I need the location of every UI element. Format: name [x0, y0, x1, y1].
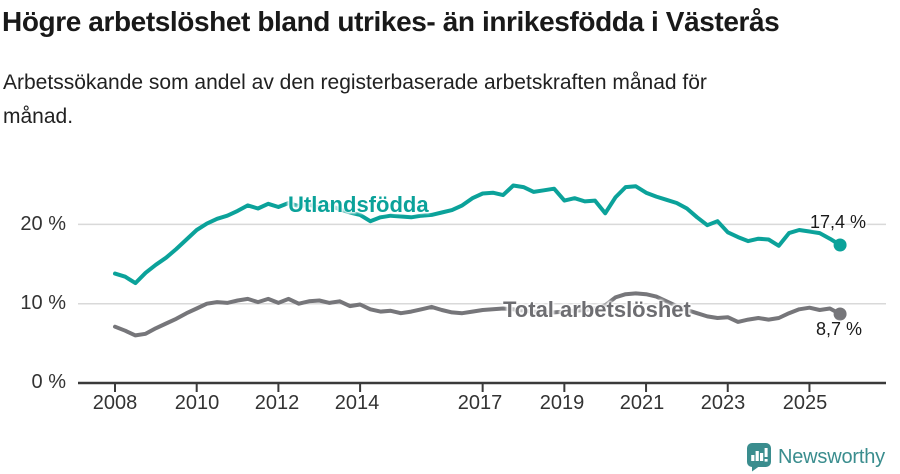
x-tick-label-2019: 2019	[539, 392, 585, 414]
series-end-dot-utlandsf-dda	[833, 238, 847, 252]
series-end-dot-total-arbetsl-shet	[833, 307, 847, 321]
x-tick-label-2008: 2008	[92, 392, 138, 414]
end-value-label-utlandsfodda: 17,4 %	[809, 212, 866, 232]
x-tick-label-2010: 2010	[174, 392, 220, 414]
series-label-total-arbetsloshet: Total arbetslöshet	[503, 297, 691, 322]
x-tick-label-2021: 2021	[619, 392, 665, 414]
newsworthy-brand-text: Newsworthy	[778, 445, 885, 468]
x-tick-label-2012: 2012	[254, 392, 300, 414]
x-tick-label-2023: 2023	[700, 392, 746, 414]
chart-series	[113, 183, 847, 338]
end-value-label-total: 8,7 %	[815, 319, 862, 339]
page-title: Högre arbetslöshet bland utrikes- än inr…	[2, 6, 780, 37]
gridlines	[78, 223, 886, 305]
x-tick-label-2017: 2017	[457, 392, 503, 414]
y-tick-label-10: 10 %	[20, 292, 66, 314]
subtitle-line-1: Arbetssökande som andel av den registerb…	[3, 71, 707, 94]
series-line-total-arbetsl-shet	[113, 291, 843, 338]
newsworthy-logo: Newsworthy	[746, 442, 885, 472]
x-tick-label-2014: 2014	[334, 392, 380, 414]
series-label-utlandsfodda: Utlandsfödda	[288, 192, 429, 217]
y-tick-label-20: 20 %	[20, 213, 66, 235]
series-line-utlandsf-dda	[113, 183, 843, 286]
x-tick-label-2025: 2025	[782, 392, 828, 414]
x-axis	[78, 381, 886, 392]
chart-subtitle: Arbetssökande som andel av den registerb…	[3, 66, 763, 134]
newsworthy-logo-icon	[747, 443, 771, 472]
y-tick-label-0: 0 %	[31, 371, 66, 393]
subtitle-line-2: månad.	[3, 105, 74, 128]
